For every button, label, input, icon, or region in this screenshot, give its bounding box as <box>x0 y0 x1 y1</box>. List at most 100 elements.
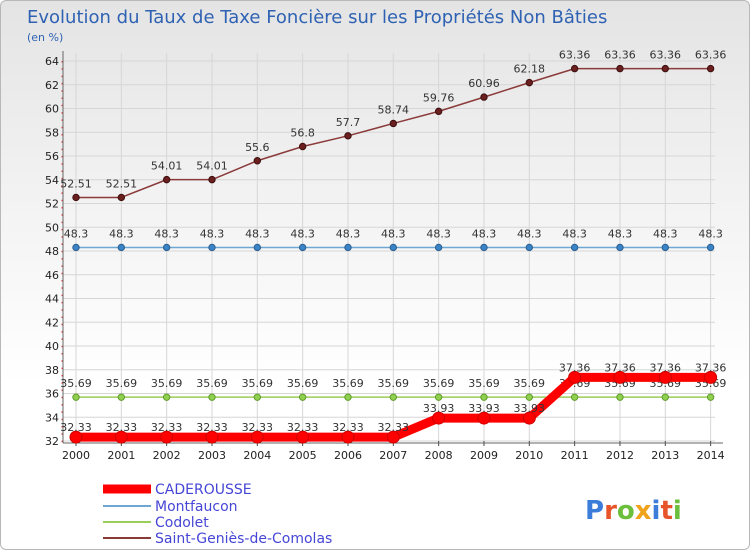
data-label: 48.3 <box>562 227 587 240</box>
logo-letter: o <box>617 496 635 526</box>
data-label: 48.3 <box>154 227 179 240</box>
legend-item: CADEROUSSE <box>103 482 252 498</box>
data-point <box>117 393 126 401</box>
data-point <box>298 393 307 401</box>
data-point <box>72 193 80 202</box>
y-tick-label: 52 <box>45 198 59 211</box>
data-point <box>253 157 262 165</box>
legend: CADEROUSSEMontfauconCodoletSaint-Geniès-… <box>103 482 332 547</box>
x-tick-label: 2003 <box>198 449 226 462</box>
y-tick-label: 38 <box>45 364 59 377</box>
data-label: 63.36 <box>559 49 591 62</box>
data-label: 48.3 <box>608 227 633 240</box>
data-label: 32.33 <box>242 421 274 434</box>
data-label: 32.33 <box>196 421 228 434</box>
data-point <box>296 430 310 444</box>
data-point <box>341 430 355 444</box>
data-label: 35.69 <box>378 377 410 390</box>
proxiti-logo: Proxiti <box>585 496 682 526</box>
data-label: 52.51 <box>106 177 138 190</box>
x-tick-label: 2000 <box>62 449 90 462</box>
data-label: 35.69 <box>287 377 319 390</box>
data-label: 35.69 <box>196 377 228 390</box>
data-point <box>298 243 307 252</box>
data-point <box>525 78 533 87</box>
data-label: 35.69 <box>60 377 92 390</box>
legend-item: Codolet <box>103 515 209 531</box>
series-montfaucon: 48.3 48.3 48.3 48.3 48.3 48.3 48.3 48.3 48.3 48.3… <box>64 227 723 252</box>
data-point <box>570 393 579 401</box>
data-point <box>160 430 174 444</box>
data-label: 63.36 <box>604 49 636 62</box>
data-label: 37.36 <box>695 361 727 374</box>
data-label: 35.69 <box>151 377 183 390</box>
data-label: 48.3 <box>653 227 678 240</box>
y-tick-label: 50 <box>45 221 59 234</box>
x-tick-label: 2013 <box>651 449 679 462</box>
data-point <box>162 393 171 401</box>
data-label: 48.3 <box>200 227 225 240</box>
proxiti-logo-text: Proxiti <box>585 496 682 526</box>
data-point <box>117 193 126 202</box>
data-point <box>250 430 264 444</box>
data-label: 57.7 <box>336 116 361 129</box>
logo-letter: P <box>585 496 604 526</box>
legend-label: Montfaucon <box>155 499 238 515</box>
chart-title: Evolution du Taux de Taxe Foncière sur l… <box>27 7 607 28</box>
data-point <box>522 411 536 425</box>
legend-label: Saint-Geniès-de-Comolas <box>155 531 332 547</box>
data-point <box>344 243 352 252</box>
data-label: 48.3 <box>245 227 270 240</box>
data-label: 35.69 <box>242 377 274 390</box>
legend-item: Saint-Geniès-de-Comolas <box>103 531 332 547</box>
data-point <box>344 393 352 401</box>
data-point <box>525 393 533 401</box>
data-label: 48.3 <box>698 227 723 240</box>
y-tick-label: 56 <box>45 150 59 163</box>
axes: 32 34 36 38 40 42 44 46 48 50 52 54 56 58 60 62 64 2000 20… <box>45 51 725 462</box>
x-tick-label: 2010 <box>515 449 543 462</box>
data-label: 54.01 <box>196 160 228 173</box>
data-label: 55.6 <box>245 141 270 154</box>
data-label: 63.36 <box>650 49 682 62</box>
data-label: 48.3 <box>336 227 361 240</box>
data-point <box>616 64 624 73</box>
data-label: 52.51 <box>60 177 92 190</box>
y-tick-label: 62 <box>45 79 59 92</box>
data-point <box>570 64 579 73</box>
data-label: 32.33 <box>106 421 138 434</box>
data-point <box>389 119 398 128</box>
x-tick-label: 2001 <box>107 449 135 462</box>
data-point <box>208 175 216 184</box>
data-point <box>613 370 627 384</box>
data-label: 62.18 <box>514 63 546 76</box>
series-caderousse: 32.33 32.33 32.33 32.33 32.33 32.33 32.33 32.33… <box>60 361 727 444</box>
y-tick-label: 40 <box>45 340 59 353</box>
data-point <box>69 430 83 444</box>
data-label: 33.93 <box>468 402 500 415</box>
y-tick-label: 34 <box>45 411 59 424</box>
y-tick-label: 60 <box>45 103 59 116</box>
data-point <box>658 370 672 384</box>
data-label: 35.69 <box>468 377 500 390</box>
y-tick-label: 58 <box>45 126 59 139</box>
y-tick-label: 36 <box>45 388 59 401</box>
data-label: 32.33 <box>60 421 92 434</box>
data-point <box>480 243 488 252</box>
x-tick-label: 2004 <box>243 449 271 462</box>
data-point <box>208 243 216 252</box>
data-point <box>72 243 80 252</box>
y-tick-label: 64 <box>45 55 59 68</box>
data-label: 48.3 <box>426 227 451 240</box>
data-label: 48.3 <box>64 227 89 240</box>
data-point <box>389 243 398 252</box>
data-point <box>480 93 488 101</box>
data-label: 33.93 <box>423 402 455 415</box>
legend-label: Codolet <box>155 515 209 531</box>
data-label: 48.3 <box>109 227 134 240</box>
data-label: 35.69 <box>423 377 455 390</box>
logo-letter: i <box>673 496 682 526</box>
data-label: 48.3 <box>517 227 542 240</box>
series-layer: 52.51 52.51 54.01 54.01 55.6 56.8 57.7 58.74 59.… <box>60 49 727 444</box>
